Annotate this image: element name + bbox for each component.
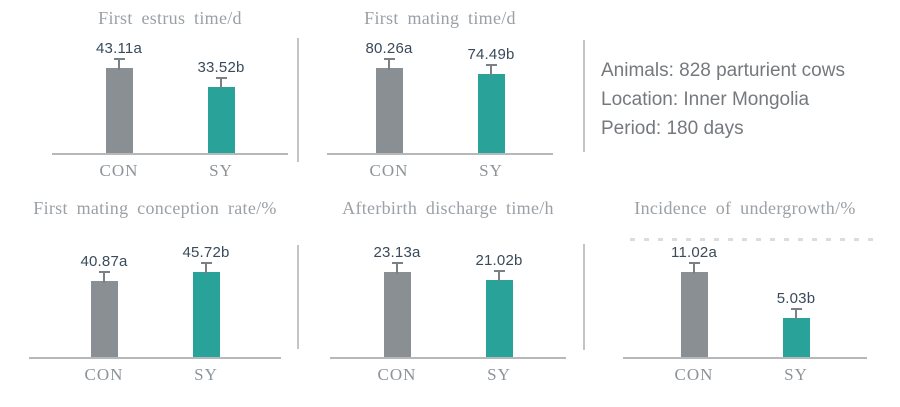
x-tick-con: CON	[369, 161, 409, 180]
divider-line	[583, 244, 585, 350]
bar-con	[90, 281, 118, 357]
bar-sy	[485, 280, 513, 357]
chart-first-mating-time: First mating time/d 80.26a 74.49b CON SY	[305, 8, 575, 181]
bar-group-sy: 5.03b	[765, 290, 827, 357]
bar-sy	[477, 74, 505, 153]
plot-area: 40.87a 45.72b CON SY	[5, 219, 305, 385]
error-bar-icon	[383, 58, 395, 68]
x-tick-con: CON	[674, 365, 714, 384]
x-axis-line	[623, 357, 867, 359]
divider-line	[583, 40, 585, 152]
x-tick-con: CON	[99, 161, 139, 180]
bar-value-label: 43.11a	[96, 40, 142, 57]
x-tick-sy: SY	[209, 161, 233, 180]
error-bar-icon	[200, 262, 212, 272]
bar-group-sy: 21.02b	[468, 252, 530, 357]
chart-afterbirth-discharge-time: Afterbirth discharge time/h 23.13a 21.02…	[308, 198, 588, 385]
bar-group-con: 11.02a	[663, 244, 725, 357]
bar-value-label: 5.03b	[776, 290, 816, 307]
x-tick-con: CON	[84, 365, 124, 384]
x-tick-sy: SY	[487, 365, 511, 384]
chart-title: First mating conception rate/%	[33, 198, 277, 218]
bar-value-label: 33.52b	[197, 59, 245, 76]
error-bar-icon	[493, 270, 505, 280]
plot-area: 23.13a 21.02b CON SY	[308, 219, 588, 385]
bar-con	[680, 272, 708, 357]
cropped-text-artifact	[630, 238, 880, 241]
bar-value-label: 40.87a	[80, 253, 128, 270]
x-axis-line	[326, 153, 554, 155]
x-axis-line	[29, 357, 281, 359]
bar-con	[105, 68, 133, 153]
bar-value-label: 11.02a	[671, 244, 717, 261]
bar-con	[383, 272, 411, 357]
divider-line	[297, 245, 299, 349]
bar-group-sy: 45.72b	[175, 244, 237, 357]
error-bar-icon	[215, 77, 227, 87]
info-animals: Animals: 828 parturient cows	[601, 60, 845, 81]
plot-area: 11.02a 5.03b CON SY	[600, 219, 890, 385]
x-tick-sy: SY	[479, 161, 503, 180]
error-bar-icon	[790, 308, 802, 318]
info-period: Period: 180 days	[601, 118, 744, 139]
bar-sy	[192, 272, 220, 357]
x-axis-line	[52, 153, 288, 155]
chart-incidence-of-undergrowth: Incidence of undergrowth/% 11.02a 5.03b …	[600, 198, 890, 385]
bar-group-con: 40.87a	[73, 253, 135, 357]
error-bar-icon	[98, 271, 110, 281]
study-info-panel: Animals: 828 parturient cows Location: I…	[601, 56, 845, 143]
chart-title: Afterbirth discharge time/h	[342, 198, 554, 218]
error-bar-icon	[113, 58, 125, 68]
chart-title: Incidence of undergrowth/%	[634, 198, 856, 218]
error-bar-icon	[688, 262, 700, 272]
bar-con	[375, 68, 403, 153]
bar-sy	[207, 87, 235, 153]
x-tick-sy: SY	[194, 365, 218, 384]
info-location: Location: Inner Mongolia	[601, 89, 810, 110]
bar-group-con: 23.13a	[366, 244, 428, 357]
bar-value-label: 80.26a	[365, 40, 413, 57]
divider-line	[297, 38, 299, 162]
chart-first-estrus-time: First estrus time/d 43.11a 33.52b CON SY	[30, 8, 310, 181]
x-axis-line	[330, 357, 566, 359]
x-tick-con: CON	[377, 365, 417, 384]
chart-first-mating-conception-rate: First mating conception rate/% 40.87a 45…	[5, 198, 305, 385]
x-tick-sy: SY	[784, 365, 808, 384]
bar-value-label: 74.49b	[467, 46, 515, 63]
bar-value-label: 21.02b	[475, 252, 523, 269]
bar-value-label: 45.72b	[182, 244, 230, 261]
chart-title: First mating time/d	[364, 8, 516, 28]
bar-group-con: 80.26a	[358, 40, 420, 153]
plot-area: 80.26a 74.49b CON SY	[305, 29, 575, 181]
bar-group-sy: 74.49b	[460, 46, 522, 153]
bar-group-con: 43.11a	[88, 40, 150, 153]
chart-title: First estrus time/d	[98, 8, 242, 28]
bar-group-sy: 33.52b	[190, 59, 252, 153]
plot-area: 43.11a 33.52b CON SY	[30, 29, 310, 181]
error-bar-icon	[391, 262, 403, 272]
bar-value-label: 23.13a	[373, 244, 421, 261]
error-bar-icon	[485, 64, 497, 74]
bar-sy	[782, 318, 810, 357]
